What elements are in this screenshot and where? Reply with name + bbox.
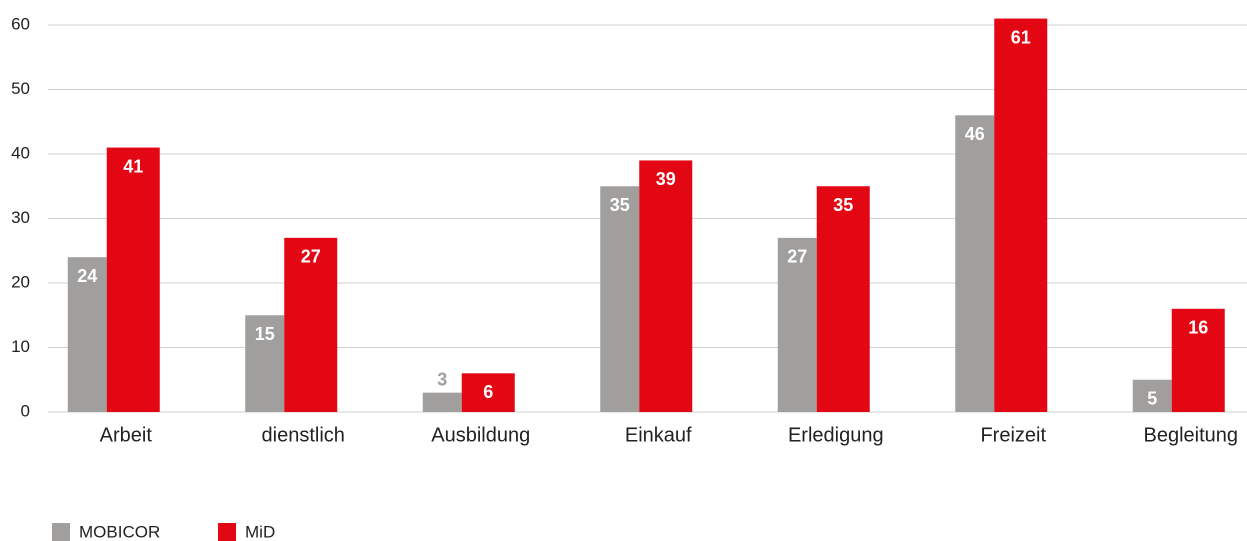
data-label: 16 bbox=[1188, 318, 1208, 338]
x-tick-label: Freizeit bbox=[980, 424, 1046, 446]
data-label: 39 bbox=[656, 169, 676, 189]
bar bbox=[777, 237, 817, 412]
y-tick-label: 0 bbox=[21, 401, 30, 420]
x-tick-label: dienstlich bbox=[262, 424, 345, 446]
x-tick-label: Ausbildung bbox=[431, 424, 530, 446]
data-label: 27 bbox=[301, 247, 321, 267]
x-tick-label: Begleitung bbox=[1143, 424, 1238, 446]
y-tick-label: 10 bbox=[11, 337, 30, 356]
bar bbox=[106, 147, 160, 413]
bar bbox=[955, 115, 995, 413]
x-tick-label: Einkauf bbox=[625, 424, 692, 446]
data-label: 41 bbox=[123, 156, 143, 176]
y-tick-label: 50 bbox=[11, 79, 30, 98]
data-label: 24 bbox=[77, 266, 97, 286]
y-tick-label: 30 bbox=[11, 208, 30, 227]
bar bbox=[245, 315, 285, 412]
data-label: 35 bbox=[833, 195, 853, 215]
y-tick-label: 60 bbox=[11, 14, 30, 33]
bar bbox=[422, 392, 462, 412]
legend-label: MiD bbox=[245, 522, 275, 541]
bar bbox=[284, 237, 338, 412]
data-label: 5 bbox=[1147, 389, 1157, 409]
bar bbox=[600, 186, 640, 412]
data-label: 3 bbox=[437, 369, 447, 389]
x-tick-label: Arbeit bbox=[100, 424, 153, 446]
bar bbox=[1132, 379, 1172, 412]
bar bbox=[67, 257, 107, 412]
y-tick-label: 40 bbox=[11, 143, 30, 162]
legend-swatch bbox=[52, 523, 70, 541]
bar bbox=[816, 186, 870, 412]
data-label: 15 bbox=[255, 324, 275, 344]
data-label: 35 bbox=[610, 195, 630, 215]
y-tick-label: 20 bbox=[11, 272, 30, 291]
x-tick-label: Erledigung bbox=[788, 424, 884, 446]
legend-label: MOBICOR bbox=[79, 522, 160, 541]
bar bbox=[994, 18, 1048, 413]
bar bbox=[1171, 308, 1225, 412]
data-label: 6 bbox=[483, 382, 493, 402]
bar bbox=[639, 160, 693, 412]
data-label: 46 bbox=[965, 124, 985, 144]
legend-swatch bbox=[218, 523, 236, 541]
bar bbox=[461, 373, 515, 412]
data-label: 61 bbox=[1011, 27, 1031, 47]
data-label: 27 bbox=[787, 247, 807, 267]
